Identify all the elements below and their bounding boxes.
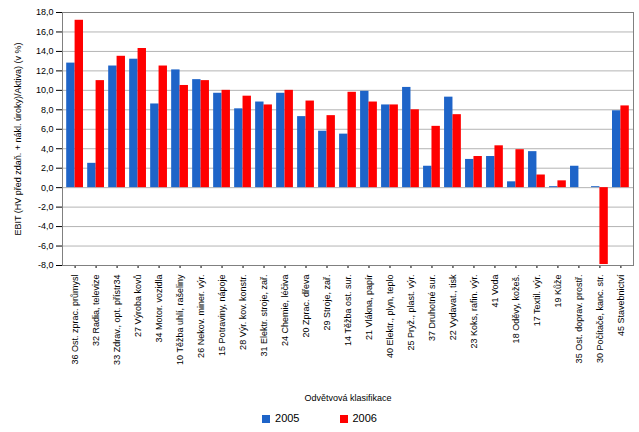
svg-text:8,0: 8,0 (41, 105, 54, 115)
svg-text:18 Oděvy, kožeš.: 18 Oděvy, kožeš. (511, 275, 521, 344)
svg-text:4,0: 4,0 (41, 144, 54, 154)
svg-text:15 Potraviny, nápoje: 15 Potraviny, nápoje (217, 275, 227, 356)
svg-text:29 Stroje, zař.: 29 Stroje, zař. (322, 275, 332, 331)
svg-text:18,0: 18,0 (36, 7, 54, 17)
svg-text:33 Zdrav., opt. přístr34: 33 Zdrav., opt. přístr34 (112, 275, 122, 365)
html-text:2005: 2005 (275, 412, 300, 424)
svg-text:14,0: 14,0 (36, 46, 54, 56)
svg-text:35 Ost. doprav. prostř.: 35 Ost. doprav. prostř. (574, 275, 584, 364)
svg-text:19 Kůže: 19 Kůže (553, 275, 563, 308)
svg-text:0,0: 0,0 (41, 183, 54, 193)
svg-text:EBIT (HV před zdaň. + nákl. úr: EBIT (HV před zdaň. + nákl. úroky)/Aktiv… (13, 42, 23, 235)
svg-text:24 Chemie, léčiva: 24 Chemie, léčiva (280, 275, 290, 347)
svg-text:25 Pryž., plast. výr.: 25 Pryž., plast. výr. (406, 275, 416, 351)
svg-text:23 Koks, rafin. výr.: 23 Koks, rafin. výr. (469, 275, 479, 349)
svg-text:Odvětvová klasifikace: Odvětvová klasifikace (304, 393, 391, 403)
svg-text:36 Ost. zprac. průmysl: 36 Ost. zprac. průmysl (70, 275, 80, 365)
svg-text:27 Výroba kovů: 27 Výroba kovů (133, 275, 143, 338)
svg-text:-4,0: -4,0 (38, 221, 54, 231)
svg-text:16,0: 16,0 (36, 27, 54, 37)
svg-text:-6,0: -6,0 (38, 241, 54, 251)
svg-text:45 Stavebnictví: 45 Stavebnictví (616, 274, 626, 336)
svg-text:14 Těžba ost. sur.: 14 Těžba ost. sur. (343, 275, 353, 346)
svg-text:34 Motor. vozidla: 34 Motor. vozidla (154, 275, 164, 343)
svg-text:37 Druhotné sur.: 37 Druhotné sur. (427, 275, 437, 342)
svg-text:21 Vlákna, papír: 21 Vlákna, papír (364, 274, 374, 340)
svg-text:41 Voda: 41 Voda (490, 275, 500, 308)
svg-text:-2,0: -2,0 (38, 202, 54, 212)
svg-text:-8,0: -8,0 (38, 260, 54, 270)
html-text:2006: 2006 (352, 412, 377, 424)
svg-text:32 Radia, televize: 32 Radia, televize (91, 275, 101, 347)
svg-text:26 Nekov. miner. výr.: 26 Nekov. miner. výr. (196, 275, 206, 358)
svg-text:31 Elektr. stroje, zař.: 31 Elektr. stroje, zař. (259, 275, 269, 357)
svg-text:17 Textil. výr.: 17 Textil. výr. (532, 275, 542, 327)
svg-text:22 Vydavat., tisk: 22 Vydavat., tisk (448, 274, 458, 340)
svg-text:20 Zprac. dřeva: 20 Zprac. dřeva (301, 275, 311, 338)
svg-text:6,0: 6,0 (41, 124, 54, 134)
svg-text:40 Elektr., plyn, teplo: 40 Elektr., plyn, teplo (385, 275, 395, 359)
svg-text:10,0: 10,0 (36, 85, 54, 95)
svg-text:30 Počítače, kanc. str.: 30 Počítače, kanc. str. (595, 275, 605, 364)
svg-text:28 Výr. kov. konstr.: 28 Výr. kov. konstr. (238, 275, 248, 350)
svg-text:2,0: 2,0 (41, 163, 54, 173)
svg-text:12,0: 12,0 (36, 66, 54, 76)
svg-text:10 Těžba uhlí, rašeliny: 10 Těžba uhlí, rašeliny (175, 274, 185, 365)
